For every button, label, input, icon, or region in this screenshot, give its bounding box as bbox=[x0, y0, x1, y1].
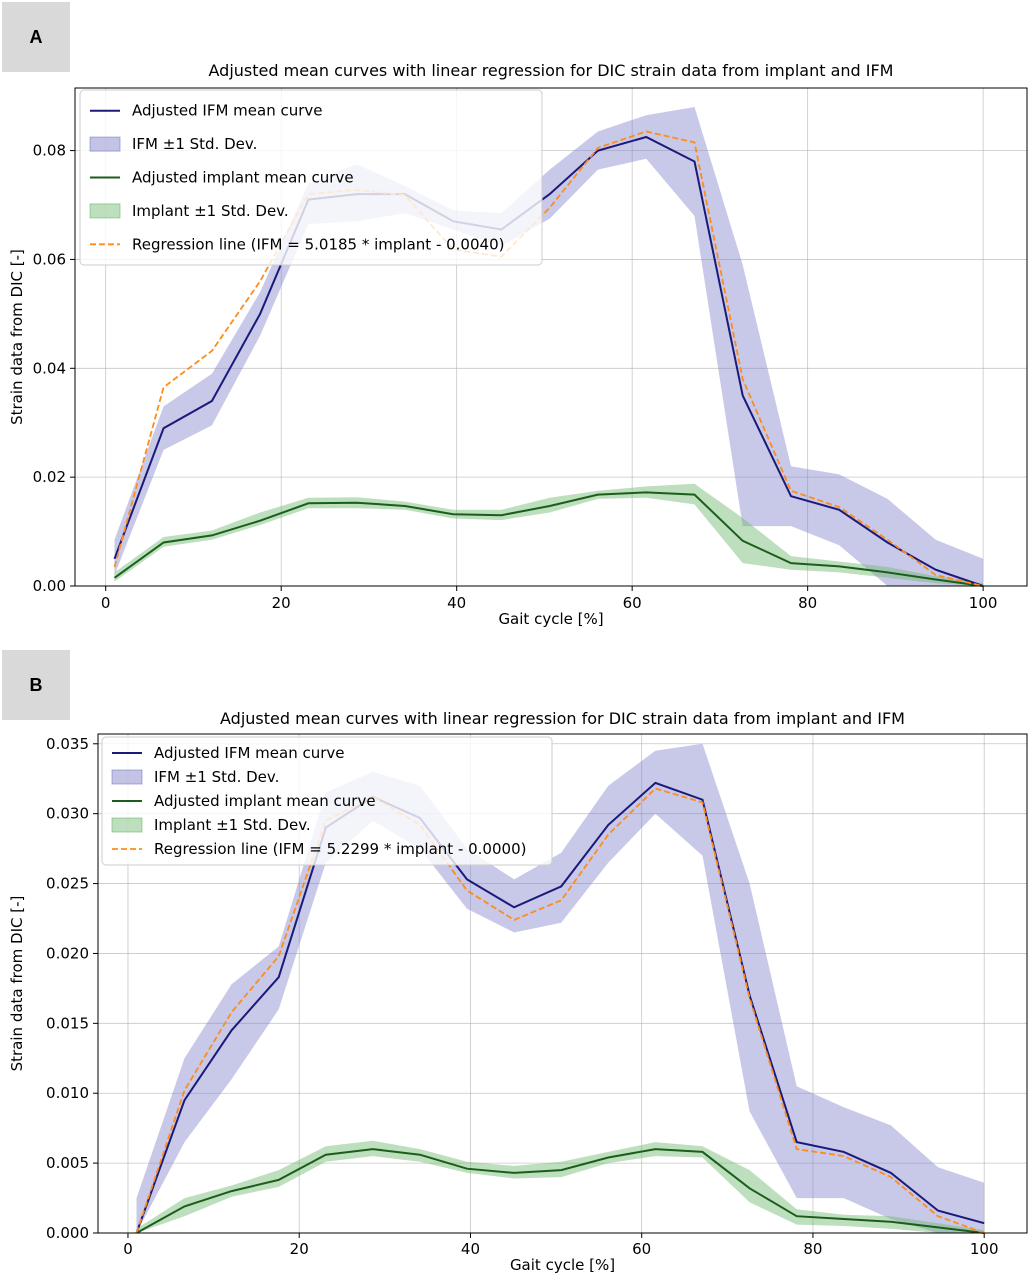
y-tick-label: 0.00 bbox=[33, 577, 66, 595]
legend: Adjusted IFM mean curve IFM ±1 Std. Dev. A… bbox=[101, 736, 553, 866]
y-tick-label: 0.025 bbox=[46, 875, 89, 893]
panel-label-a: A bbox=[2, 2, 70, 72]
ifm-std-band bbox=[136, 743, 985, 1233]
y-axis-label: Strain data from DIC [-] bbox=[8, 249, 26, 425]
legend-handle-band bbox=[111, 769, 143, 785]
ifm-mean-line bbox=[113, 135, 984, 587]
x-tick-label: 0 bbox=[101, 594, 111, 612]
legend-label: IFM ±1 Std. Dev. bbox=[154, 768, 279, 786]
x-tick-label: 80 bbox=[803, 1240, 822, 1258]
x-tick-label: 60 bbox=[623, 594, 642, 612]
y-tick-label: 0.020 bbox=[46, 944, 89, 962]
regression-line bbox=[113, 130, 984, 587]
legend: Adjusted IFM mean curve IFM ±1 Std. Dev. A… bbox=[79, 89, 543, 266]
legend-label: Implant ±1 Std. Dev. bbox=[154, 816, 311, 834]
implant-std-band bbox=[114, 483, 984, 586]
x-tick-label: 0 bbox=[123, 1240, 133, 1258]
legend-handle-band bbox=[111, 817, 143, 833]
y-tick-label: 0.005 bbox=[46, 1154, 89, 1172]
legend-label: Adjusted implant mean curve bbox=[132, 169, 354, 187]
y-tick-label: 0.015 bbox=[46, 1014, 89, 1032]
ifm-std-band bbox=[114, 107, 984, 586]
implant-std-band bbox=[136, 1140, 985, 1233]
y-tick-label: 0.010 bbox=[46, 1084, 89, 1102]
plot-frame bbox=[97, 733, 1028, 1234]
chart-panel-b: Adjusted mean curves with linear regress… bbox=[8, 709, 1028, 1274]
legend-label: Adjusted IFM mean curve bbox=[154, 744, 345, 762]
legend-label: Regression line (IFM = 5.2299 * implant … bbox=[154, 840, 526, 858]
x-tick-label: 40 bbox=[461, 1240, 480, 1258]
legend-box bbox=[79, 89, 543, 266]
legend-label: Regression line (IFM = 5.0185 * implant … bbox=[132, 235, 504, 253]
x-tick-label: 100 bbox=[969, 594, 998, 612]
legend-label: Implant ±1 Std. Dev. bbox=[132, 202, 289, 220]
x-axis-label: Gait cycle [%] bbox=[510, 1256, 615, 1274]
panel-label-b: B bbox=[2, 650, 70, 720]
y-tick-label: 0.030 bbox=[46, 805, 89, 823]
x-tick-label: 20 bbox=[272, 594, 291, 612]
implant-mean-line bbox=[136, 1148, 985, 1234]
legend-box bbox=[101, 736, 553, 866]
y-tick-label: 0.04 bbox=[33, 359, 66, 377]
chart-title: Adjusted mean curves with linear regress… bbox=[209, 61, 894, 80]
implant-mean-line bbox=[113, 491, 984, 587]
legend-label: Adjusted implant mean curve bbox=[154, 792, 376, 810]
x-tick-label: 100 bbox=[970, 1240, 999, 1258]
plot-frame bbox=[74, 87, 1028, 587]
y-tick-label: 0.02 bbox=[33, 468, 66, 486]
x-tick-label: 20 bbox=[290, 1240, 309, 1258]
x-tick-label: 60 bbox=[632, 1240, 651, 1258]
y-axis-label: Strain data from DIC [-] bbox=[8, 896, 26, 1072]
chart-panel-a: Adjusted mean curves with linear regress… bbox=[8, 61, 1028, 628]
y-tick-label: 0.06 bbox=[33, 250, 66, 268]
y-tick-label: 0.035 bbox=[46, 735, 89, 753]
legend-label: IFM ±1 Std. Dev. bbox=[132, 135, 257, 153]
ifm-mean-line bbox=[135, 781, 985, 1234]
legend-handle-band bbox=[89, 203, 121, 219]
chart-title: Adjusted mean curves with linear regress… bbox=[220, 709, 905, 728]
legend-label: Adjusted IFM mean curve bbox=[132, 102, 323, 120]
y-tick-label: 0.08 bbox=[33, 142, 66, 160]
legend-handle-band bbox=[89, 136, 121, 152]
y-tick-label: 0.000 bbox=[46, 1224, 89, 1242]
x-tick-label: 40 bbox=[447, 594, 466, 612]
x-axis-label: Gait cycle [%] bbox=[498, 610, 603, 628]
x-tick-label: 80 bbox=[798, 594, 817, 612]
